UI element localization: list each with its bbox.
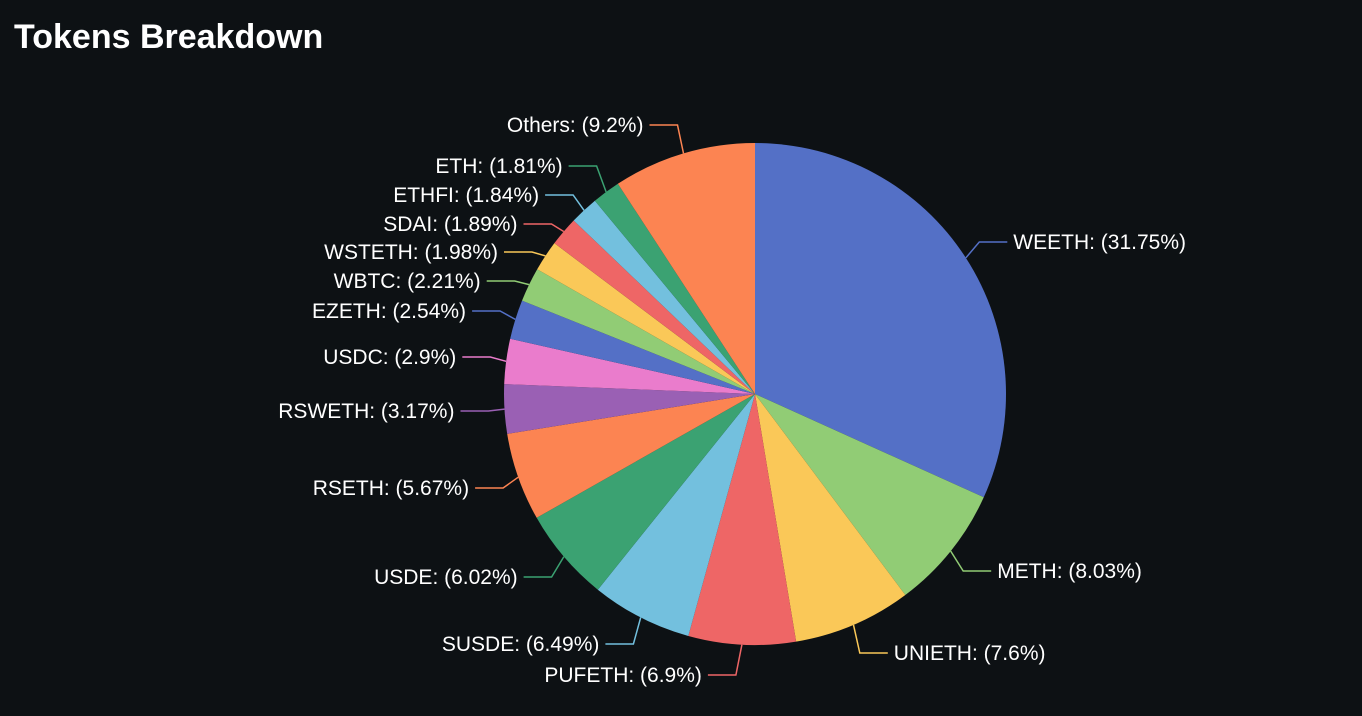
slice-labels: WEETH: (31.75%) METH: (8.03%) UNIETH: (7.6… bbox=[278, 114, 1186, 687]
pie-slice-others[interactable] bbox=[617, 143, 755, 394]
pie-slice-usde[interactable] bbox=[536, 394, 755, 590]
slice-label-ezeth: EZETH: (2.54%) bbox=[312, 300, 466, 323]
leader-line-susde bbox=[605, 617, 642, 645]
pie-slice-ethfi[interactable] bbox=[573, 200, 755, 394]
pie-slice-rsweth[interactable] bbox=[504, 384, 755, 434]
leader-line-unieth bbox=[852, 624, 888, 654]
pie-slice-wbtc[interactable] bbox=[522, 269, 755, 394]
slice-label-rsweth: RSWETH: (3.17%) bbox=[278, 400, 454, 423]
pie-slice-unieth[interactable] bbox=[755, 394, 906, 642]
page-title: Tokens Breakdown bbox=[14, 18, 324, 56]
slice-label-wsteth: WSTETH: (1.98%) bbox=[324, 241, 498, 264]
leader-line-weeth bbox=[965, 241, 1008, 259]
leader-line-sdai bbox=[523, 223, 565, 233]
leader-line-meth bbox=[950, 550, 992, 572]
slice-label-sdai: SDAI: (1.89%) bbox=[383, 213, 517, 236]
pie-slices bbox=[504, 143, 1006, 646]
slice-label-pufeth: PUFETH: (6.9%) bbox=[544, 664, 702, 687]
leader-line-rseth bbox=[475, 476, 519, 489]
slice-label-rseth: RSETH: (5.67%) bbox=[313, 477, 469, 500]
pie-slice-eth[interactable] bbox=[594, 183, 755, 394]
leader-line-ethfi bbox=[545, 194, 585, 211]
leader-line-others bbox=[649, 124, 685, 154]
pie-slice-usdc[interactable] bbox=[504, 338, 755, 394]
pie-slice-rseth[interactable] bbox=[507, 394, 755, 518]
slice-label-usdc: USDC: (2.9%) bbox=[323, 346, 456, 369]
pie-slice-weeth[interactable] bbox=[755, 143, 1006, 498]
slice-label-eth: ETH: (1.81%) bbox=[435, 155, 562, 178]
slice-label-others: Others: (9.2%) bbox=[507, 114, 644, 137]
leader-line-pufeth bbox=[707, 644, 743, 676]
leader-line-wsteth bbox=[504, 251, 546, 257]
leader-line-wbtc bbox=[486, 280, 530, 286]
leader-line-usde bbox=[523, 556, 565, 578]
leader-line-usdc bbox=[462, 356, 507, 363]
pie-slice-meth[interactable] bbox=[755, 394, 984, 595]
leader-line-eth bbox=[568, 165, 607, 193]
label-leader-lines bbox=[460, 124, 1008, 676]
slice-label-usde: USDE: (6.02%) bbox=[374, 566, 518, 589]
pie-slice-pufeth[interactable] bbox=[688, 394, 797, 646]
pie-slice-ezeth[interactable] bbox=[510, 300, 755, 394]
slice-label-unieth: UNIETH: (7.6%) bbox=[894, 642, 1046, 665]
slice-label-weeth: WEETH: (31.75%) bbox=[1013, 231, 1186, 254]
pie-slice-sdai[interactable] bbox=[554, 220, 755, 394]
slice-label-wbtc: WBTC: (2.21%) bbox=[334, 270, 481, 293]
pie-slice-susde[interactable] bbox=[597, 394, 755, 636]
pie-slice-wsteth[interactable] bbox=[537, 243, 755, 394]
leader-line-rsweth bbox=[460, 408, 505, 412]
slice-label-meth: METH: (8.03%) bbox=[997, 560, 1142, 583]
slice-label-ethfi: ETHFI: (1.84%) bbox=[393, 184, 539, 207]
slice-label-susde: SUSDE: (6.49%) bbox=[442, 633, 600, 656]
leader-line-ezeth bbox=[472, 310, 516, 321]
